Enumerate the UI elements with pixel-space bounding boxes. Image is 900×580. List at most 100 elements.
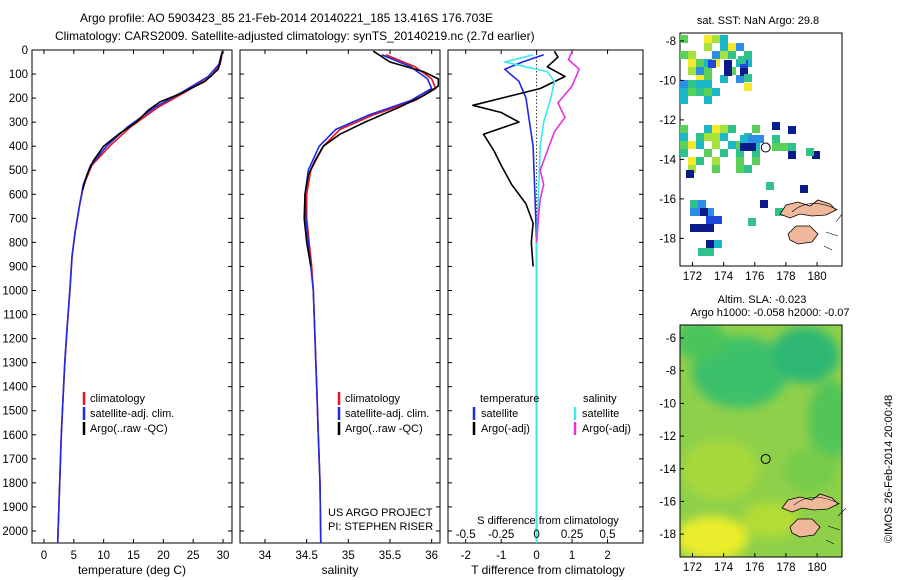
sst-cell: [688, 59, 696, 67]
depth-tick-label: 1800: [2, 478, 28, 490]
sst-cell: [724, 68, 732, 76]
salinity-legend: climatology satellite-adj. clim. Argo(..…: [337, 392, 429, 435]
sst-cell: [696, 67, 704, 75]
sst-cell: [775, 208, 783, 216]
map-x-tick-label: 172: [683, 271, 702, 283]
map-y-tick-label: -16: [659, 496, 676, 508]
sst-cell: [712, 165, 720, 173]
sst-cell: [696, 133, 704, 141]
sst-cell: [680, 88, 688, 96]
sst-cell: [690, 200, 698, 208]
map-y-tick-label: -12: [659, 115, 676, 127]
temperature-axis: 0 5 10 15 20 25 30: [32, 49, 232, 562]
sst-cell: [712, 125, 720, 133]
map-y-tick-label: -8: [666, 36, 676, 48]
sst-cell: [700, 208, 708, 216]
depth-tick-label: 400: [9, 141, 28, 153]
depth-tick-label: 1700: [2, 454, 28, 466]
series-line-satellite-adj-clim: [56, 54, 223, 544]
sla-map-title-2: Argo h1000: -0.058 h2000: -0.07: [690, 307, 849, 319]
x-tick-label: 0: [533, 550, 539, 562]
sst-cell: [736, 43, 744, 51]
sst-island-viti-levu: [787, 225, 819, 245]
sst-cell: [688, 141, 696, 149]
sst-cell: [748, 218, 756, 226]
salinity-lines: [303, 50, 440, 544]
sst-cell: [712, 141, 720, 149]
s-difference-tick-label: 0.5: [600, 529, 616, 541]
sst-cell: [680, 125, 688, 133]
legend-label-s-argo: Argo(-adj): [582, 423, 631, 435]
sst-cell: [704, 96, 712, 104]
legend-label-argo: Argo(..raw -QC): [345, 423, 423, 435]
sst-cell: [690, 208, 698, 216]
sst-cell: [712, 35, 720, 43]
depth-tick-label: 1500: [2, 406, 28, 418]
sst-cell: [712, 133, 720, 141]
depth-tick-label: 1400: [2, 382, 28, 394]
credit-project: US ARGO PROJECT: [328, 507, 433, 519]
sst-cell: [696, 80, 704, 88]
sla-blob: [680, 325, 726, 360]
sst-cell: [704, 149, 712, 157]
legend-label-climatology: climatology: [345, 393, 401, 405]
sst-cell: [696, 157, 704, 165]
x-tick-label: 0: [41, 550, 47, 562]
header-line-2: Climatology: CARS2009. Satellite-adjuste…: [55, 29, 535, 43]
depth-tick-labels: 0 100 200 300 400 500 600 700 800 900 1000 1100 1200…: [2, 45, 28, 538]
sla-axis: 172 174 176 178 180 -6 -8 -10 -12 -14 -16 -18: [659, 333, 826, 574]
depth-tick-label: 1000: [2, 285, 28, 297]
sst-cell: [690, 224, 698, 232]
sst-cell: [712, 51, 720, 59]
sst-cell: [740, 68, 748, 76]
legend-heading-salinity: salinity: [583, 393, 617, 405]
x-tick-label: 30: [217, 550, 230, 562]
sst-cell: [704, 75, 712, 83]
sst-cell: [704, 80, 712, 88]
sst-cell: [720, 149, 728, 157]
map-y-tick-label: -16: [659, 194, 676, 206]
sst-cell: [748, 143, 756, 151]
s-difference-tick-label: -0.25: [488, 529, 514, 541]
depth-tick-label: 700: [9, 213, 28, 225]
sst-cell: [704, 125, 712, 133]
sst-cell: [728, 43, 736, 51]
temperature-xlabel: temperature (deg C): [78, 563, 186, 577]
sst-axis: 172 174 176 178 180 -8 -10 -12 -14 -16 -18: [659, 36, 826, 283]
map-x-tick-label: 180: [807, 271, 826, 283]
sst-cell: [696, 59, 704, 67]
sst-cell: [688, 157, 696, 165]
sst-cells: [680, 35, 822, 256]
sla-island-vanua-levu: [781, 493, 839, 513]
series-line-climatology: [305, 54, 437, 544]
x-tick-label: 15: [127, 550, 140, 562]
sla-blob: [808, 380, 842, 460]
s-difference-tick-label: 0: [533, 529, 539, 541]
sst-cell: [698, 248, 706, 256]
sst-cell: [744, 74, 752, 82]
sst-cell: [720, 51, 728, 59]
map-x-tick-label: 174: [714, 271, 734, 283]
sst-cell: [780, 143, 788, 151]
sst-cell: [704, 35, 712, 43]
sst-cell: [812, 151, 820, 159]
sst-cell: [706, 208, 714, 216]
s-difference-xlabel: S difference from climatology: [477, 515, 619, 527]
series-line-salinity-satellite: [503, 54, 556, 543]
sst-cell: [788, 151, 796, 159]
x-tick-label: 35.5: [379, 550, 401, 562]
salinity-plot-frame: [239, 49, 441, 544]
x-tick-label: -2: [461, 550, 471, 562]
sla-reef-lines: [793, 496, 847, 545]
map-x-tick-label: 178: [776, 562, 795, 574]
sst-cell: [688, 67, 696, 75]
difference-xlabel: T difference from climatology: [471, 563, 625, 577]
sst-cell: [688, 80, 696, 88]
map-y-tick-label: -14: [659, 154, 676, 166]
sst-cell: [680, 80, 688, 88]
sst-cell: [706, 216, 714, 224]
depth-tick-label: 800: [9, 237, 28, 249]
series-line-temperature-satellite: [503, 54, 544, 543]
sst-cell: [748, 135, 756, 143]
temperature-lines: [56, 51, 224, 544]
